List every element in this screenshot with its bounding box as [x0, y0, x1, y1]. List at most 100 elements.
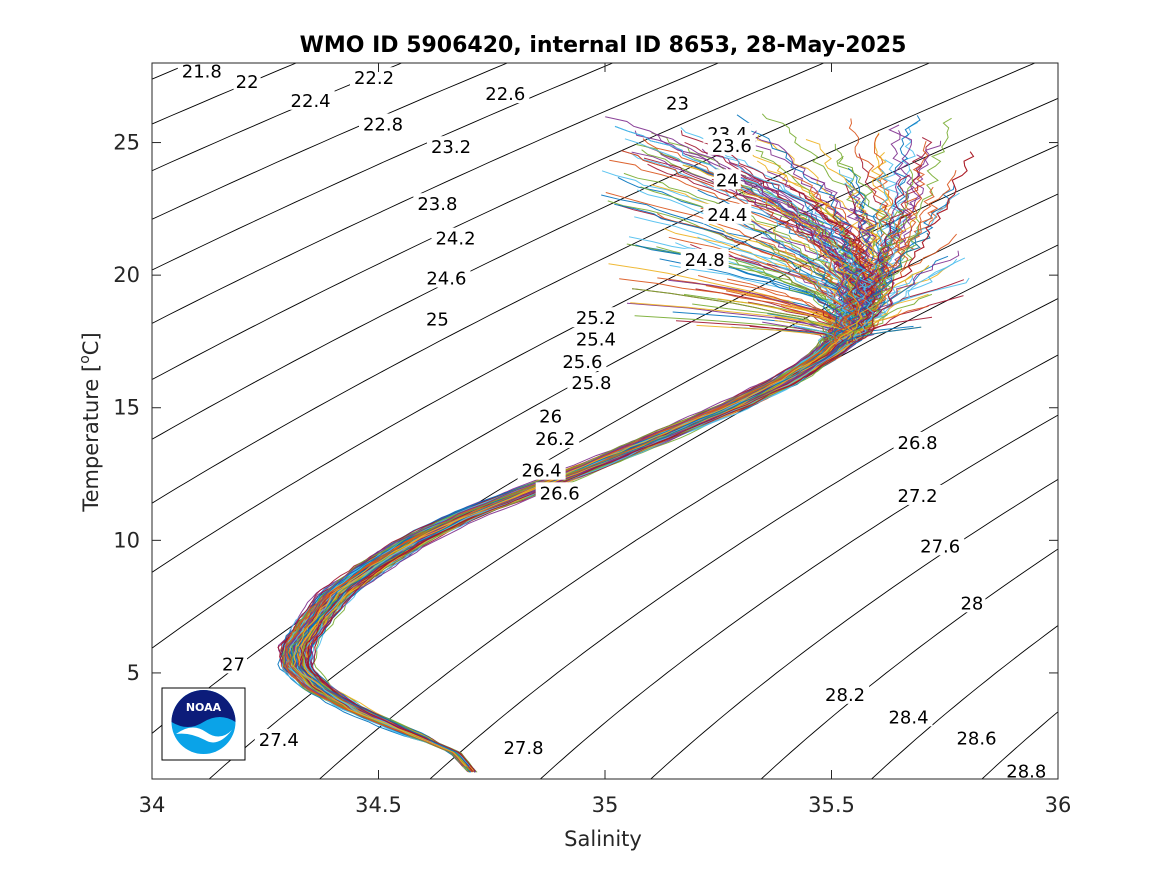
density-contour-line	[429, 354, 1058, 779]
y-axis-label-main: Temperature [	[79, 364, 103, 513]
x-tick-label: 34	[139, 793, 166, 817]
contour-label-background	[537, 405, 565, 426]
y-tick-label: 5	[127, 661, 140, 685]
density-contour-line	[152, 63, 509, 220]
contour-label: 25	[426, 310, 449, 331]
density-contour-line	[650, 478, 1058, 779]
y-axis-label-unit: C]	[79, 332, 103, 355]
density-contour-line	[152, 144, 1058, 649]
contour-label: 28.2	[825, 685, 865, 706]
contour-label-background	[571, 307, 620, 328]
y-axis-label-superscript: o	[77, 355, 93, 364]
contour-label: 25.6	[562, 352, 602, 373]
noaa-logo: NOAA	[161, 687, 246, 761]
density-contour-line	[318, 298, 1058, 779]
contour-label-background	[680, 248, 729, 269]
x-tick-label: 35.5	[808, 793, 855, 817]
contour-label: 24.8	[685, 250, 725, 271]
contour-label: 22.4	[291, 91, 331, 112]
contour-label: 26.4	[522, 461, 562, 482]
contour-label: 24.6	[426, 269, 466, 290]
y-tick-label: 15	[113, 396, 140, 420]
contour-label-background	[703, 203, 752, 224]
contour-label: 25.2	[576, 308, 616, 329]
contour-label-background	[567, 372, 616, 393]
contour-label-background	[286, 89, 335, 110]
contour-label-background	[499, 736, 548, 757]
contour-label-background	[571, 328, 620, 349]
contour-label: 25.8	[571, 373, 611, 394]
profile-line	[282, 150, 853, 767]
contour-label-background	[177, 60, 226, 81]
contour-label-background	[1002, 760, 1051, 781]
contour-label: 28	[960, 593, 983, 614]
contour-label-background	[664, 92, 691, 113]
density-contour-line	[870, 624, 1058, 779]
y-tick-label: 25	[113, 131, 140, 155]
contour-label-background	[531, 427, 580, 448]
density-contour-line	[152, 63, 826, 381]
x-tick-label: 36	[1045, 793, 1072, 817]
contour-label: 26	[539, 406, 562, 427]
density-contour-line	[152, 63, 720, 324]
contour-label: 23.2	[431, 137, 471, 158]
contour-label-background	[359, 113, 407, 134]
contour-label-background	[713, 169, 741, 190]
contour-label: 23.8	[417, 194, 457, 215]
y-tick-label: 20	[113, 263, 140, 287]
contour-label-background	[431, 227, 480, 248]
profile-line	[284, 169, 850, 767]
contour-label-background	[893, 484, 942, 505]
contour-label: 27.4	[259, 730, 299, 751]
contour-label: 23.6	[712, 136, 752, 157]
profile-line	[293, 164, 862, 767]
y-axis-label: Temperature [oC]	[77, 332, 103, 512]
profile-line	[302, 151, 975, 768]
contour-label-background	[350, 67, 398, 88]
contour-label: 28.8	[1006, 762, 1046, 783]
contour-label-background	[893, 431, 942, 452]
contour-label-background	[821, 683, 870, 704]
chart-title: WMO ID 5906420, internal ID 8653, 28-May…	[300, 33, 907, 58]
density-contour-line	[152, 63, 614, 271]
density-contour-line	[539, 414, 1058, 779]
contour-label-background	[413, 193, 462, 214]
contour-label: 24.2	[435, 229, 475, 250]
contour-label: 24	[716, 170, 739, 191]
contour-label-background	[423, 308, 451, 329]
contour-label-background	[958, 592, 986, 613]
contour-label: 27.6	[920, 536, 960, 557]
contour-label-background	[558, 351, 607, 371]
contour-label: 22.6	[485, 84, 525, 105]
density-contour-line	[152, 97, 1058, 573]
profile-line	[313, 117, 952, 773]
x-tick-label: 35	[592, 793, 619, 817]
contour-label-background	[422, 267, 471, 288]
contour-label-background	[427, 136, 475, 157]
x-axis-label: Salinity	[564, 827, 642, 851]
density-contour-line	[208, 244, 1058, 779]
contour-label-background	[517, 459, 566, 480]
contour-label: 21.8	[182, 62, 222, 83]
contour-label: 27.2	[898, 486, 938, 507]
contour-label-background	[220, 653, 247, 674]
density-contour-line	[760, 548, 1058, 779]
contour-label: 22.8	[363, 115, 403, 136]
contour-label: 27	[222, 654, 245, 675]
y-axis-ticks: 5 10 15 20 25	[113, 131, 1058, 685]
contour-label: 28.6	[956, 729, 996, 750]
contour-label: 26.6	[540, 483, 580, 504]
logo-gull-wave	[176, 727, 232, 743]
contour-label: 25.4	[576, 329, 616, 350]
contour-label-background	[535, 482, 584, 503]
x-tick-label: 34.5	[355, 793, 402, 817]
contour-label: 26.8	[898, 433, 938, 454]
contour-label-background	[254, 728, 303, 749]
contour-label: 28.4	[888, 707, 928, 728]
contour-label: 26.2	[535, 429, 575, 450]
y-tick-label: 10	[113, 528, 140, 552]
float-profiles	[277, 113, 975, 773]
contour-label-background	[916, 535, 965, 556]
logo-text: NOAA	[186, 701, 222, 714]
